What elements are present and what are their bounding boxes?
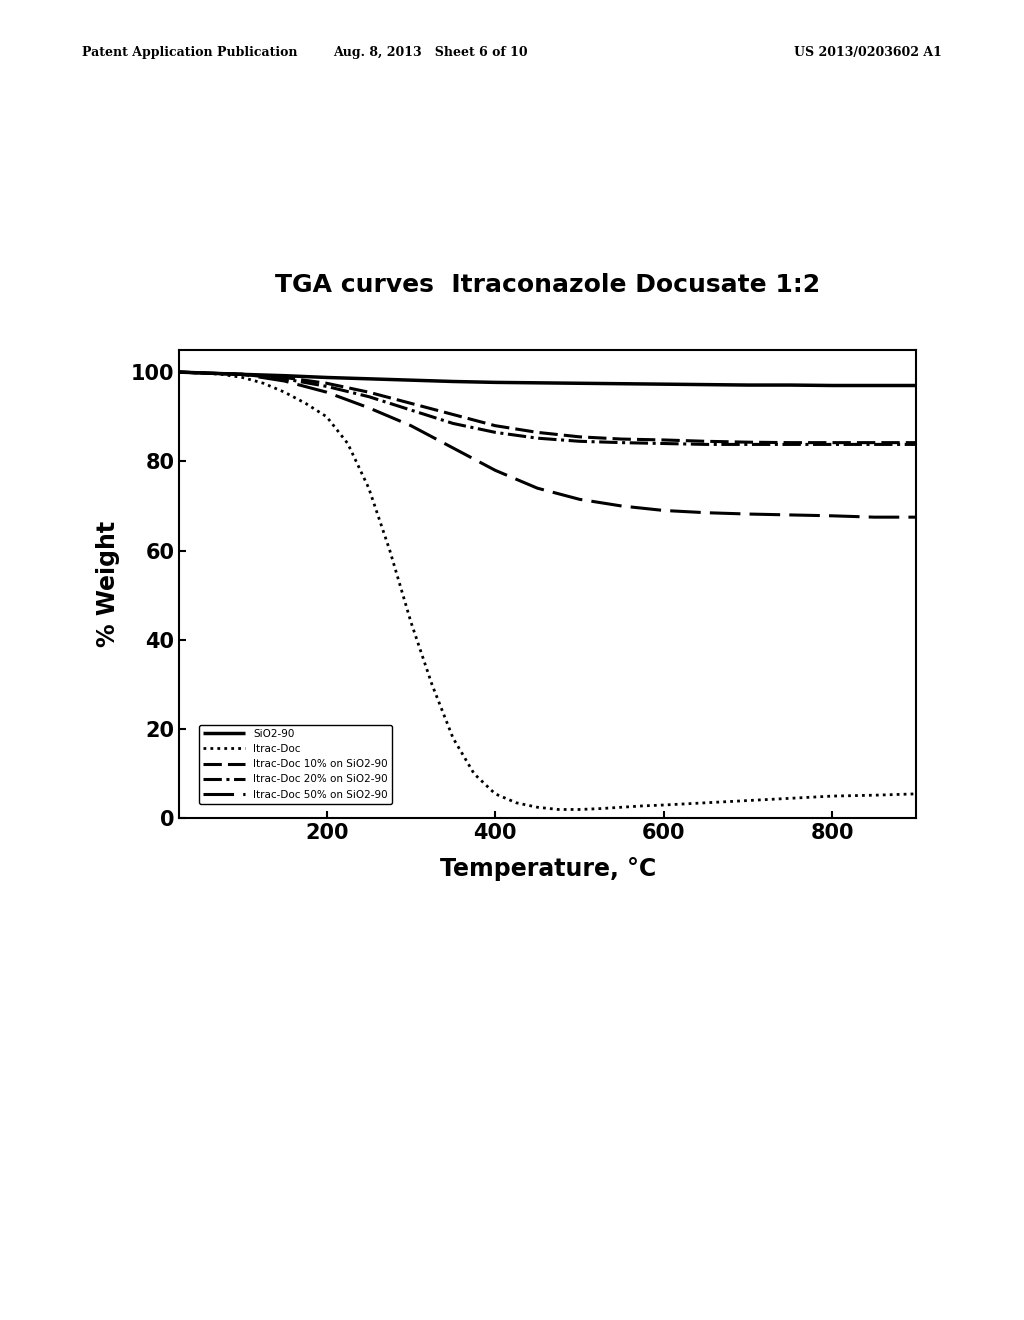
- Legend: SiO2-90, Itrac-Doc, Itrac-Doc 10% on SiO2-90, Itrac-Doc 20% on SiO2-90, Itrac-Do: SiO2-90, Itrac-Doc, Itrac-Doc 10% on SiO…: [199, 725, 392, 804]
- Text: Patent Application Publication: Patent Application Publication: [82, 46, 297, 59]
- Text: TGA curves  Itraconazole Docusate 1:2: TGA curves Itraconazole Docusate 1:2: [275, 273, 820, 297]
- Y-axis label: % Weight: % Weight: [95, 521, 120, 647]
- Text: Aug. 8, 2013   Sheet 6 of 10: Aug. 8, 2013 Sheet 6 of 10: [333, 46, 527, 59]
- Text: US 2013/0203602 A1: US 2013/0203602 A1: [795, 46, 942, 59]
- X-axis label: Temperature, °C: Temperature, °C: [439, 857, 656, 882]
